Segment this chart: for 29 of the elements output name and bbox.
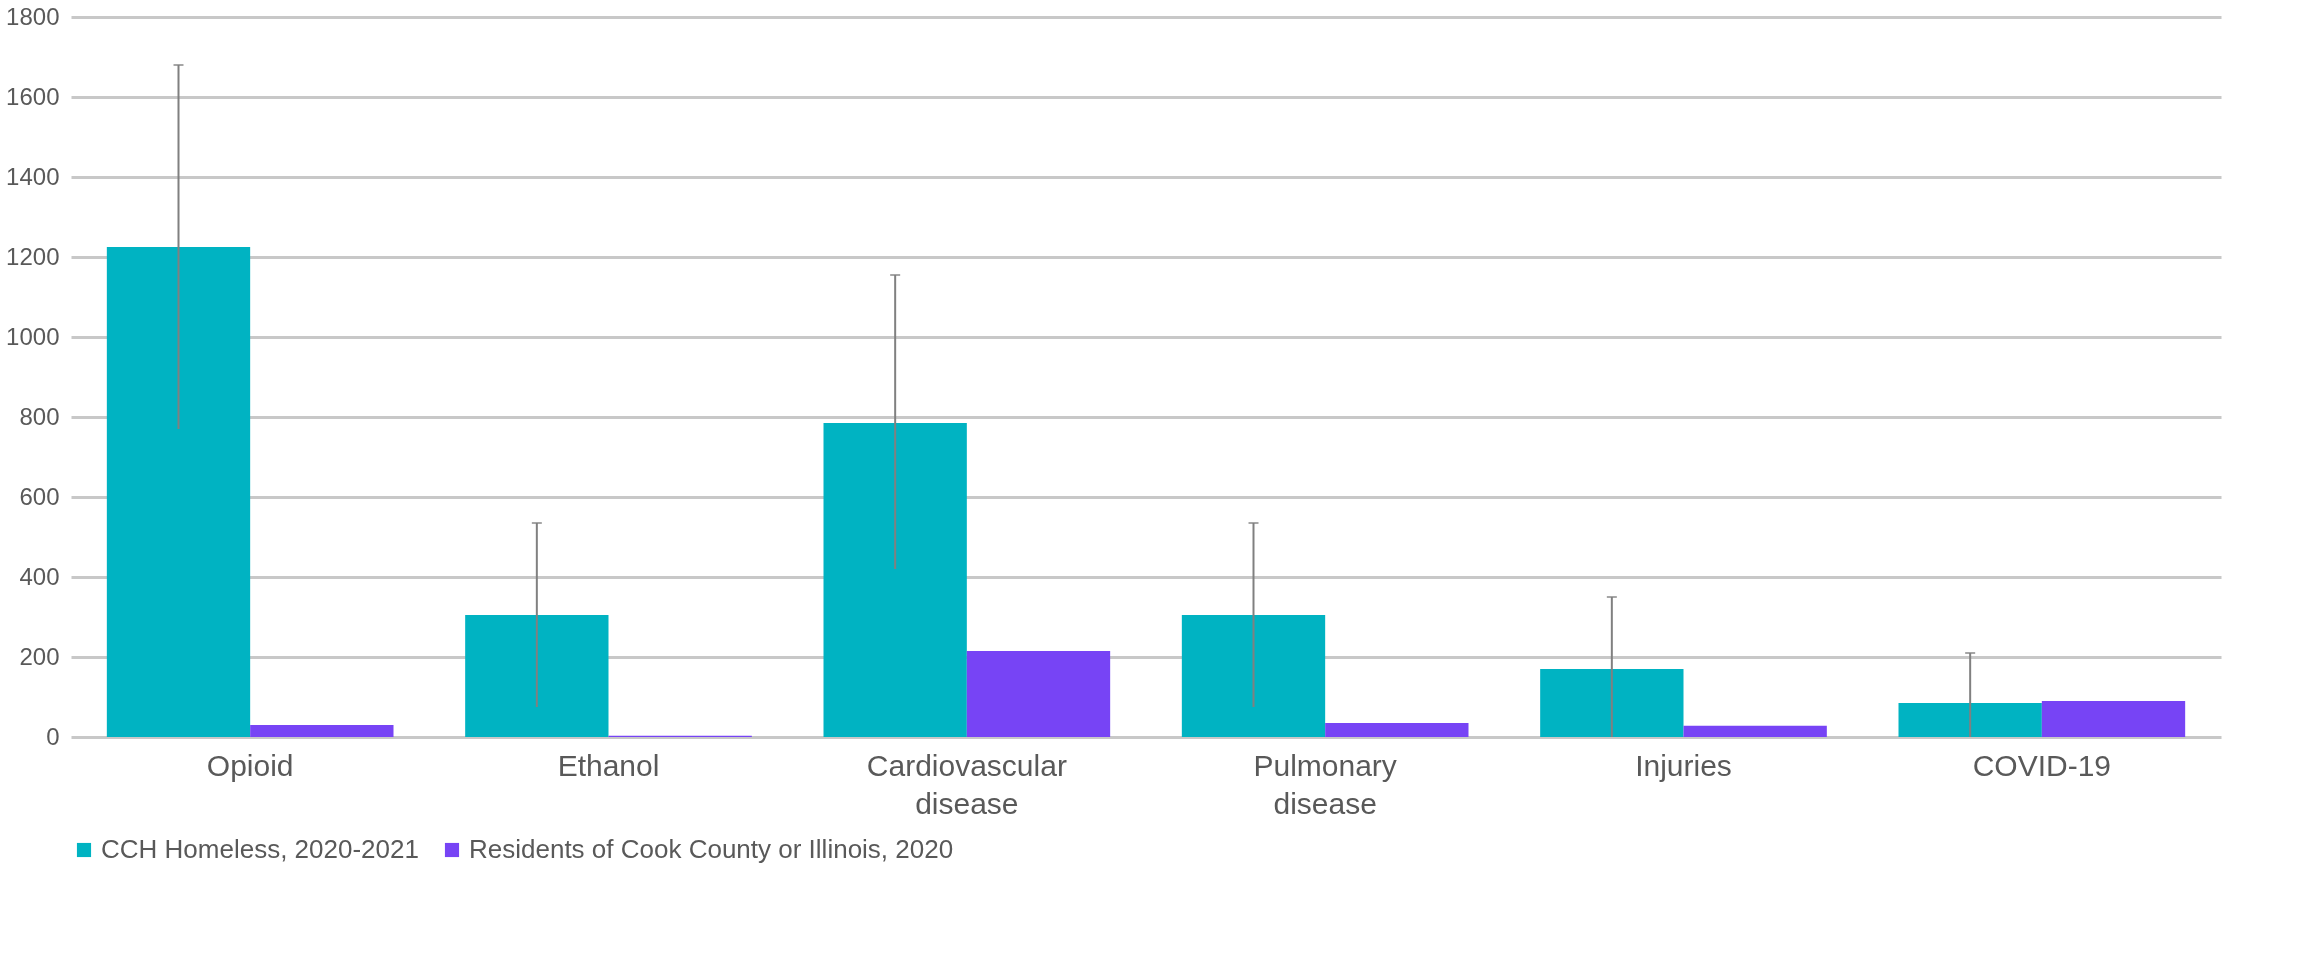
legend-label: Residents of Cook County or Illinois, 2020	[469, 834, 954, 864]
x-tick-label: Ethanol	[557, 748, 660, 782]
bar	[966, 651, 1111, 737]
y-tick-label: 600	[19, 482, 60, 510]
y-tick-label: 1400	[6, 162, 60, 190]
y-tick-label: 200	[19, 642, 60, 670]
y-tick-label: 800	[19, 402, 60, 430]
bar	[1898, 703, 2042, 737]
legend-label: CCH Homeless, 2020-2021	[101, 834, 419, 864]
bar	[1540, 669, 1684, 737]
y-tick-label: 0	[46, 722, 60, 750]
y-tick-label: 1200	[6, 242, 60, 270]
x-tick-label: COVID-19	[1972, 748, 2112, 782]
x-tick-label: Opioid	[206, 748, 294, 782]
y-tick-label: 1000	[6, 322, 60, 350]
y-tick-label: 1800	[6, 2, 60, 30]
y-tick-label: 1600	[6, 82, 60, 110]
x-tick-label: Pulmonary disease	[1253, 748, 1397, 820]
x-tick-label: Injuries	[1635, 748, 1732, 782]
bar	[2041, 701, 2186, 737]
bar	[1683, 725, 1827, 737]
bar	[106, 247, 251, 737]
x-tick-label: Cardiovascular disease	[866, 748, 1067, 820]
y-tick-label: 400	[19, 562, 60, 590]
bar	[250, 725, 394, 737]
bar	[823, 423, 967, 737]
bar	[465, 615, 609, 737]
bar	[1181, 615, 1326, 737]
bar	[1325, 723, 1469, 737]
